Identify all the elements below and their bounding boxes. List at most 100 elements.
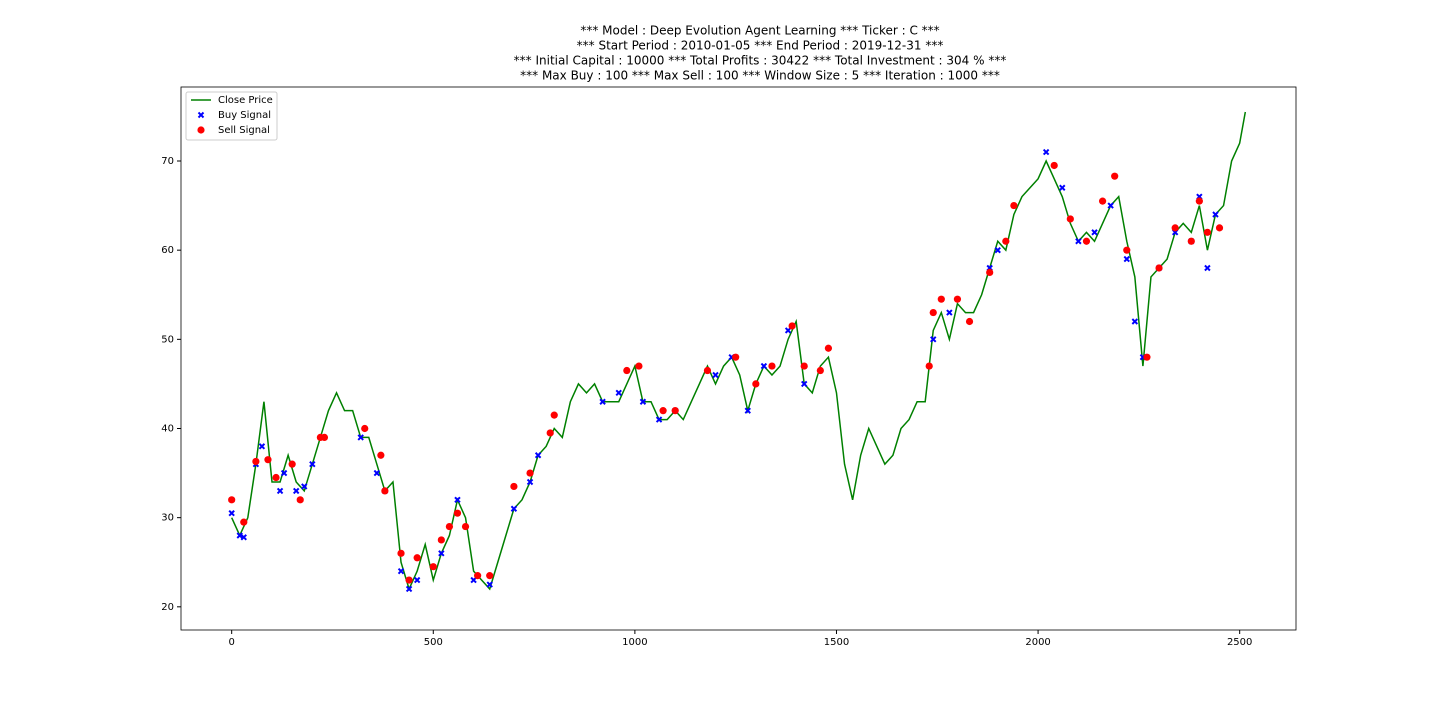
buy-marker bbox=[744, 407, 751, 414]
sell-marker bbox=[1082, 237, 1091, 245]
sell-marker bbox=[1010, 201, 1018, 210]
sell-marker bbox=[732, 353, 740, 361]
x-tick-label: 0 bbox=[228, 637, 234, 648]
sell-marker bbox=[1002, 237, 1010, 245]
sell-marker bbox=[1143, 353, 1151, 361]
buy-marker bbox=[655, 416, 663, 423]
buy-marker bbox=[405, 585, 413, 593]
x-tick-label: 1500 bbox=[824, 637, 849, 648]
sell-marker bbox=[272, 473, 280, 482]
buy-marker bbox=[760, 362, 768, 370]
buy-marker bbox=[1123, 255, 1130, 263]
x-tick-label: 500 bbox=[424, 637, 443, 648]
sell-marker bbox=[800, 362, 808, 370]
sell-marker bbox=[768, 362, 776, 370]
sell-marker bbox=[1155, 264, 1163, 272]
buy-marker bbox=[240, 534, 247, 541]
buy-marker bbox=[712, 371, 719, 379]
sell-marker bbox=[1215, 224, 1224, 232]
sell-marker bbox=[1187, 237, 1195, 245]
x-tick-label: 1000 bbox=[622, 637, 647, 648]
x-tick-label: 2500 bbox=[1227, 637, 1252, 648]
sell-marker bbox=[953, 295, 962, 303]
sell-marker bbox=[703, 366, 712, 375]
sell-marker bbox=[510, 482, 518, 491]
sell-marker bbox=[1195, 197, 1203, 205]
buy-marker bbox=[1042, 148, 1050, 156]
buy-marker bbox=[397, 567, 405, 575]
sell-marker bbox=[752, 380, 760, 388]
buy-marker bbox=[510, 505, 518, 512]
sell-marker bbox=[413, 554, 421, 562]
buy-marker bbox=[197, 111, 205, 119]
sell-marker bbox=[288, 460, 296, 468]
sell-marker bbox=[816, 366, 824, 375]
sell-marker bbox=[1171, 224, 1179, 232]
sell-marker bbox=[526, 469, 534, 477]
sell-marker bbox=[1111, 172, 1119, 180]
y-tick-label: 20 bbox=[161, 602, 174, 613]
buy-marker bbox=[801, 380, 808, 388]
buy-marker bbox=[930, 336, 937, 343]
y-tick-label: 30 bbox=[161, 513, 174, 524]
sell-marker bbox=[197, 126, 205, 134]
buy-marker bbox=[276, 487, 284, 495]
sell-marker bbox=[937, 295, 945, 303]
buy-marker bbox=[1059, 184, 1066, 191]
sell-marker bbox=[546, 429, 554, 437]
sell-marker bbox=[671, 407, 679, 415]
sell-marker bbox=[474, 572, 482, 580]
chart-title: *** Start Period : 2010-01-05 *** End Pe… bbox=[577, 39, 944, 53]
y-tick-label: 50 bbox=[161, 334, 174, 345]
sell-marker bbox=[445, 522, 454, 531]
sell-marker bbox=[429, 563, 437, 571]
chart-title: *** Max Buy : 100 *** Max Sell : 100 ***… bbox=[520, 69, 1000, 83]
sell-marker bbox=[397, 549, 405, 557]
sell-marker bbox=[635, 362, 643, 370]
buy-marker bbox=[1091, 229, 1098, 236]
sell-marker bbox=[461, 522, 470, 531]
sell-marker bbox=[1098, 197, 1107, 205]
sell-marker bbox=[824, 344, 833, 352]
chart-title: *** Initial Capital : 10000 *** Total Pr… bbox=[514, 54, 1007, 68]
buy-marker bbox=[534, 452, 542, 459]
sell-marker bbox=[361, 424, 369, 433]
sell-marker bbox=[377, 451, 385, 459]
sell-marker bbox=[486, 572, 494, 580]
sell-marker bbox=[623, 366, 631, 375]
buy-marker bbox=[309, 460, 316, 468]
buy-marker bbox=[1212, 211, 1219, 218]
buy-marker bbox=[292, 487, 300, 495]
legend-label: Close Price bbox=[218, 95, 273, 106]
buy-marker bbox=[994, 246, 1001, 254]
sell-marker bbox=[925, 362, 933, 370]
buy-marker bbox=[615, 389, 622, 397]
buy-marker bbox=[413, 576, 421, 584]
plot-frame bbox=[180, 86, 1297, 631]
buy-marker bbox=[1131, 318, 1139, 325]
buy-marker bbox=[599, 398, 606, 405]
y-tick-label: 40 bbox=[161, 423, 174, 434]
x-tick-label: 2000 bbox=[1025, 637, 1050, 648]
y-tick-label: 60 bbox=[161, 245, 174, 256]
chart-title: *** Model : Deep Evolution Agent Learnin… bbox=[580, 24, 939, 38]
y-tick-label: 70 bbox=[161, 156, 174, 167]
sell-marker bbox=[1066, 215, 1074, 223]
sell-marker bbox=[405, 576, 413, 584]
buy-marker bbox=[470, 576, 477, 584]
buy-marker bbox=[228, 509, 235, 517]
buy-marker bbox=[454, 496, 461, 504]
sell-marker bbox=[240, 518, 248, 526]
legend-label: Buy Signal bbox=[218, 110, 271, 121]
sell-marker bbox=[453, 509, 462, 517]
sell-marker bbox=[1123, 246, 1131, 254]
buy-marker bbox=[236, 532, 243, 539]
sell-marker bbox=[659, 407, 667, 415]
sell-marker bbox=[228, 496, 236, 504]
buy-marker bbox=[357, 434, 364, 441]
buy-marker bbox=[301, 483, 308, 490]
buy-marker bbox=[258, 443, 266, 450]
buy-marker bbox=[784, 327, 792, 334]
buy-marker bbox=[526, 478, 534, 486]
